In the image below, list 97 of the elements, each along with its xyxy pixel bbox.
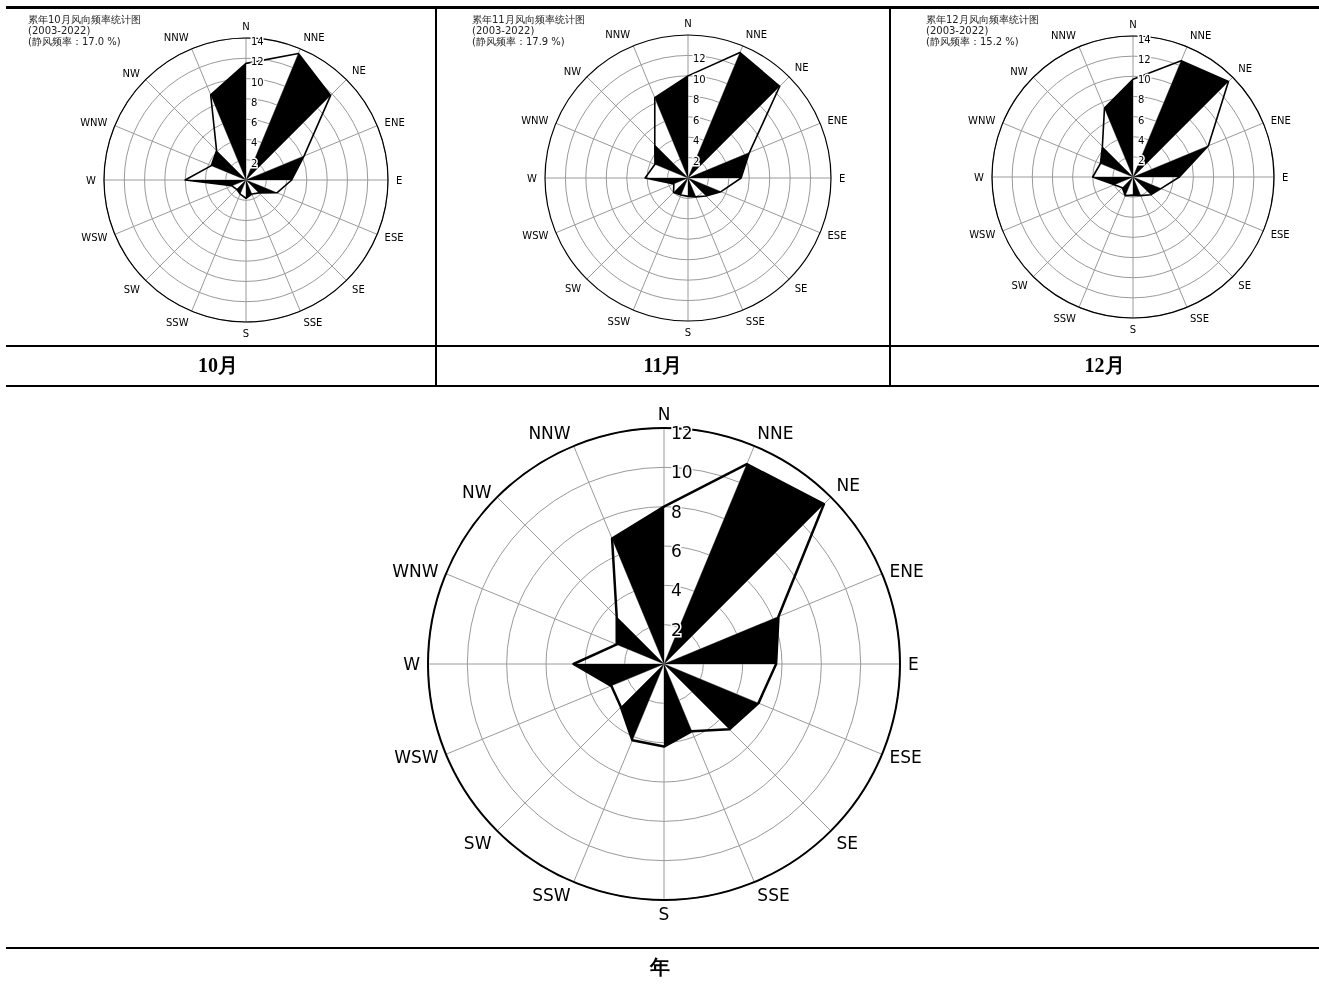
y-tick-label: 6	[693, 114, 700, 126]
spoke-label: ESE	[889, 747, 922, 768]
spoke-label: S	[658, 904, 670, 925]
spoke-label: WNW	[392, 560, 439, 581]
y-tick-label: 6	[251, 117, 258, 129]
spoke-label: NNE	[745, 29, 768, 41]
spoke-label: SSW	[607, 315, 631, 327]
y-tick-label: 4	[693, 135, 700, 147]
spoke-label: NNE	[1190, 30, 1212, 42]
chart-subtitle: 累年10月风向频率统计图	[28, 14, 141, 25]
spoke-label: N	[657, 404, 671, 424]
spoke-label: NNE	[757, 422, 794, 443]
chart-subtitle: 累年11月风向频率统计图	[472, 14, 585, 25]
spoke-label: ENE	[384, 117, 405, 129]
y-tick-label: 14	[1138, 34, 1151, 45]
y-tick-label: 6	[1138, 114, 1145, 126]
spoke-label: NW	[1010, 66, 1028, 78]
y-tick-label: 8	[1138, 94, 1145, 106]
spoke-label: N	[1129, 19, 1137, 30]
spoke-label: ESE	[384, 231, 404, 243]
spoke-label: N	[242, 21, 250, 32]
spoke-label: N	[684, 18, 692, 29]
y-tick-label: 12	[1138, 54, 1151, 66]
spoke-label: WSW	[522, 230, 549, 242]
text: (2003-2022)	[28, 25, 92, 36]
y-tick-label: 4	[251, 137, 258, 149]
y-tick-label: 10	[671, 462, 693, 483]
spoke-label: NNW	[605, 29, 631, 41]
spoke-label: W	[974, 171, 985, 183]
spoke-label: E	[908, 654, 919, 675]
spoke-label: E	[1282, 171, 1289, 183]
spoke-label: ENE	[889, 560, 924, 581]
spoke-label: WSW	[81, 231, 108, 243]
text: (静风频率：17.9 %)	[472, 36, 566, 47]
spoke-label: WNW	[80, 117, 108, 129]
y-tick-label: 14	[251, 36, 264, 47]
y-tick-label: 10	[251, 76, 264, 88]
spoke-label: ENE	[1270, 114, 1291, 126]
spoke-label: E	[839, 172, 846, 184]
spoke-label: SSE	[745, 315, 765, 327]
spoke-label: WSW	[394, 747, 439, 768]
spoke-label: NNE	[303, 32, 325, 44]
text: (静风频率：15.2 %)	[926, 36, 1020, 47]
y-tick-label: 10	[693, 73, 706, 85]
spoke-label: SSE	[303, 316, 323, 328]
spoke-label: NW	[563, 65, 582, 77]
y-tick-label: 8	[693, 94, 700, 106]
spoke-label: SE	[836, 832, 859, 853]
spoke-label: SW	[564, 282, 582, 294]
text: 年	[648, 955, 671, 980]
spoke-label: ESE	[1270, 228, 1290, 240]
spoke-label: SSE	[1190, 312, 1210, 324]
chart-subtitle: 累年12月风向频率统计图	[926, 14, 1039, 25]
spoke-label: ESE	[827, 230, 847, 242]
spoke-label: SSW	[166, 316, 189, 328]
y-tick-label: 10	[1138, 74, 1151, 86]
spoke-label: NE	[794, 62, 809, 74]
spoke-label: ENE	[827, 114, 848, 126]
spoke-label: SE	[1238, 280, 1252, 292]
text: (2003-2022)	[926, 25, 990, 36]
spoke-label: E	[396, 174, 403, 186]
y-tick-label: 8	[251, 96, 258, 108]
spoke-label: SW	[463, 832, 492, 853]
spoke-label: WNW	[968, 114, 996, 126]
spoke-label: NNW	[528, 422, 571, 443]
y-tick-label: 4	[1138, 134, 1145, 146]
y-tick-label: 4	[671, 580, 682, 601]
y-tick-label: 8	[671, 501, 682, 522]
spoke-label: NE	[1238, 62, 1253, 74]
spoke-label: W	[403, 654, 421, 675]
spoke-label: NNW	[1051, 30, 1077, 42]
spoke-label: S	[242, 328, 250, 340]
spoke-label: SSW	[532, 885, 571, 906]
spoke-label: NE	[352, 64, 366, 76]
spoke-label: SW	[123, 284, 141, 296]
spoke-label: SW	[1011, 280, 1028, 292]
spoke-label: W	[86, 174, 97, 186]
y-tick-label: 6	[671, 541, 682, 561]
spoke-label: SSW	[1053, 312, 1077, 324]
text: 12月	[1083, 352, 1126, 378]
spoke-label: NW	[122, 68, 141, 80]
spoke-label: WNW	[521, 114, 549, 126]
y-tick-label: 12	[693, 53, 706, 65]
spoke-label: SSE	[757, 885, 790, 906]
spoke-label: SE	[352, 284, 365, 296]
spoke-label: WSW	[969, 228, 996, 240]
text: 10月	[197, 352, 239, 378]
text: 11月	[642, 352, 684, 378]
spoke-label: S	[1129, 324, 1137, 336]
spoke-label: NW	[461, 481, 492, 502]
spoke-label: S	[684, 327, 692, 339]
spoke-label: NNW	[163, 32, 189, 44]
spoke-label: W	[527, 172, 538, 184]
spoke-label: SE	[794, 282, 808, 294]
spoke-label: NE	[836, 475, 860, 496]
text: (2003-2022)	[472, 25, 536, 36]
text: (静风频率：17.0 %)	[28, 36, 122, 47]
